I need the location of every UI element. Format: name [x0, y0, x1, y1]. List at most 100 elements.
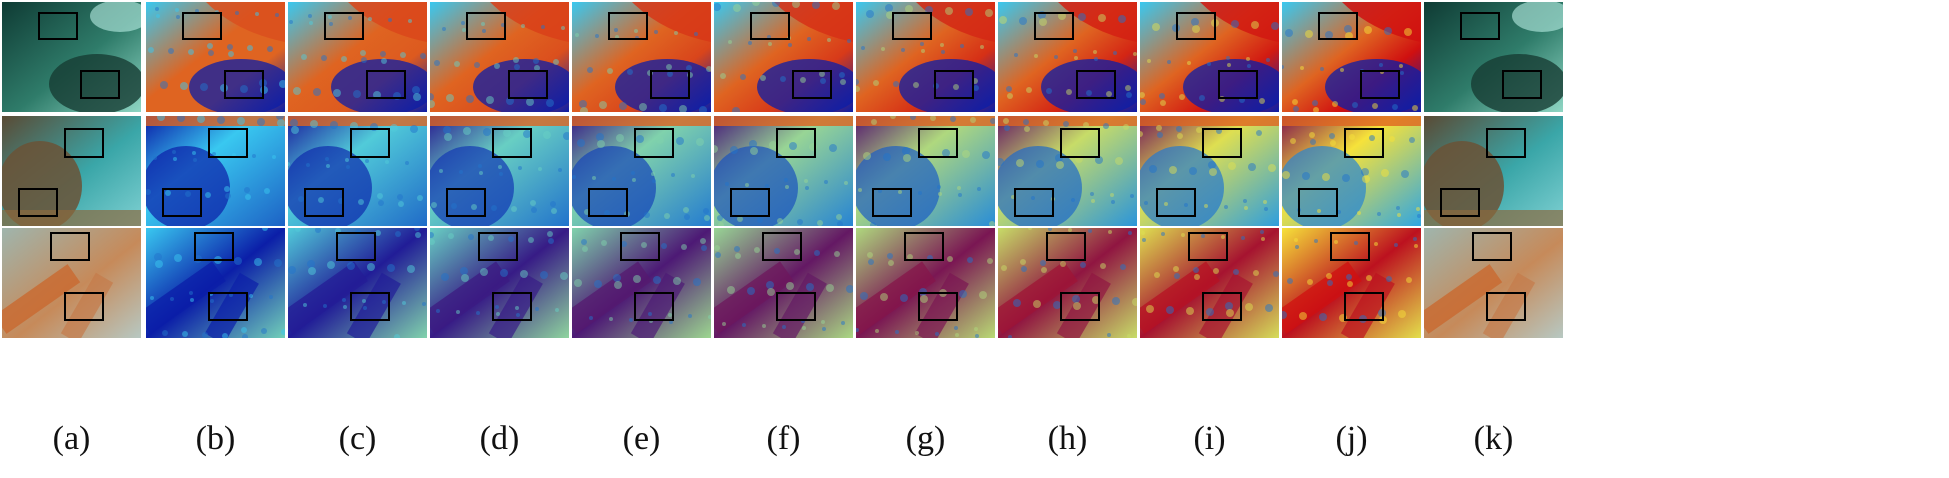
- depth-map-r3-c9: [1140, 228, 1279, 338]
- roi-box: [1156, 188, 1196, 217]
- depth-map-r3-c3: [288, 228, 427, 338]
- roi-box: [366, 70, 406, 99]
- column-label: (h): [1047, 420, 1088, 457]
- depth-map-r2-c2: [146, 116, 285, 226]
- column-label: (a): [52, 420, 91, 457]
- roi-box: [208, 292, 248, 321]
- depth-map-r1-c5: [572, 2, 711, 112]
- column-label: (k): [1473, 420, 1514, 457]
- depth-map-r3-c6: [714, 228, 853, 338]
- enhanced-image-r2-c11: [1424, 116, 1563, 226]
- depth-map-r3-c4: [430, 228, 569, 338]
- roi-box: [1486, 128, 1526, 158]
- roi-box: [1202, 128, 1242, 158]
- raw-image-r1-c1: [2, 2, 141, 112]
- roi-box: [224, 70, 264, 99]
- roi-box: [1472, 232, 1512, 261]
- depth-map-r1-c9: [1140, 2, 1279, 112]
- roi-box: [1330, 232, 1370, 261]
- column-label: (d): [479, 420, 520, 457]
- depth-map-r3-c8: [998, 228, 1137, 338]
- roi-box: [776, 292, 816, 321]
- depth-map-r2-c3: [288, 116, 427, 226]
- roi-box: [1014, 188, 1054, 217]
- roi-box: [904, 232, 944, 261]
- roi-box: [508, 70, 548, 99]
- roi-box: [1486, 292, 1526, 321]
- enhanced-image-r3-c11: [1424, 228, 1563, 338]
- roi-box: [892, 12, 932, 40]
- depth-map-r3-c7: [856, 228, 995, 338]
- depth-map-r2-c10: [1282, 116, 1421, 226]
- roi-box: [350, 292, 390, 321]
- roi-box: [762, 232, 802, 261]
- roi-box: [1440, 188, 1480, 217]
- depth-map-r1-c6: [714, 2, 853, 112]
- roi-box: [634, 292, 674, 321]
- roi-box: [620, 232, 660, 261]
- roi-box: [64, 292, 104, 321]
- roi-box: [872, 188, 912, 217]
- roi-box: [1298, 188, 1338, 217]
- roi-box: [208, 128, 248, 158]
- roi-box: [350, 128, 390, 158]
- roi-box: [162, 188, 202, 217]
- column-label: (c): [338, 420, 377, 457]
- depth-map-r3-c2: [146, 228, 285, 338]
- roi-box: [182, 12, 222, 40]
- roi-box: [1344, 128, 1384, 158]
- roi-box: [80, 70, 120, 99]
- enhanced-image-r1-c11: [1424, 2, 1563, 112]
- roi-box: [1188, 232, 1228, 261]
- roi-box: [18, 188, 58, 217]
- roi-box: [634, 128, 674, 158]
- roi-box: [650, 70, 690, 99]
- depth-map-r1-c8: [998, 2, 1137, 112]
- roi-box: [336, 232, 376, 261]
- roi-box: [792, 70, 832, 99]
- depth-map-r1-c2: [146, 2, 285, 112]
- roi-box: [466, 12, 506, 40]
- roi-box: [608, 12, 648, 40]
- roi-box: [304, 188, 344, 217]
- roi-box: [934, 70, 974, 99]
- roi-box: [1360, 70, 1400, 99]
- column-label: (b): [195, 420, 236, 457]
- roi-box: [730, 188, 770, 217]
- depth-map-r2-c9: [1140, 116, 1279, 226]
- roi-box: [478, 232, 518, 261]
- roi-box: [194, 232, 234, 261]
- depth-map-r3-c5: [572, 228, 711, 338]
- raw-image-r3-c1: [2, 228, 141, 338]
- roi-box: [1202, 292, 1242, 321]
- roi-box: [1076, 70, 1116, 99]
- roi-box: [1218, 70, 1258, 99]
- roi-box: [1176, 12, 1216, 40]
- roi-box: [1318, 12, 1358, 40]
- depth-map-r3-c10: [1282, 228, 1421, 338]
- depth-map-r2-c6: [714, 116, 853, 226]
- depth-map-r2-c4: [430, 116, 569, 226]
- depth-map-r1-c10: [1282, 2, 1421, 112]
- roi-box: [1460, 12, 1500, 40]
- roi-box: [50, 232, 90, 261]
- roi-box: [1060, 292, 1100, 321]
- raw-image-r2-c1: [2, 116, 141, 226]
- column-label: (g): [905, 420, 946, 457]
- roi-box: [918, 292, 958, 321]
- depth-map-r2-c7: [856, 116, 995, 226]
- roi-box: [38, 12, 78, 40]
- column-label: (f): [766, 420, 801, 457]
- roi-box: [324, 12, 364, 40]
- roi-box: [64, 128, 104, 158]
- depth-map-r1-c3: [288, 2, 427, 112]
- roi-box: [918, 128, 958, 158]
- roi-box: [1502, 70, 1542, 99]
- roi-box: [1344, 292, 1384, 321]
- column-label: (i): [1193, 420, 1226, 457]
- roi-box: [1034, 12, 1074, 40]
- roi-box: [492, 128, 532, 158]
- depth-map-r1-c4: [430, 2, 569, 112]
- roi-box: [446, 188, 486, 217]
